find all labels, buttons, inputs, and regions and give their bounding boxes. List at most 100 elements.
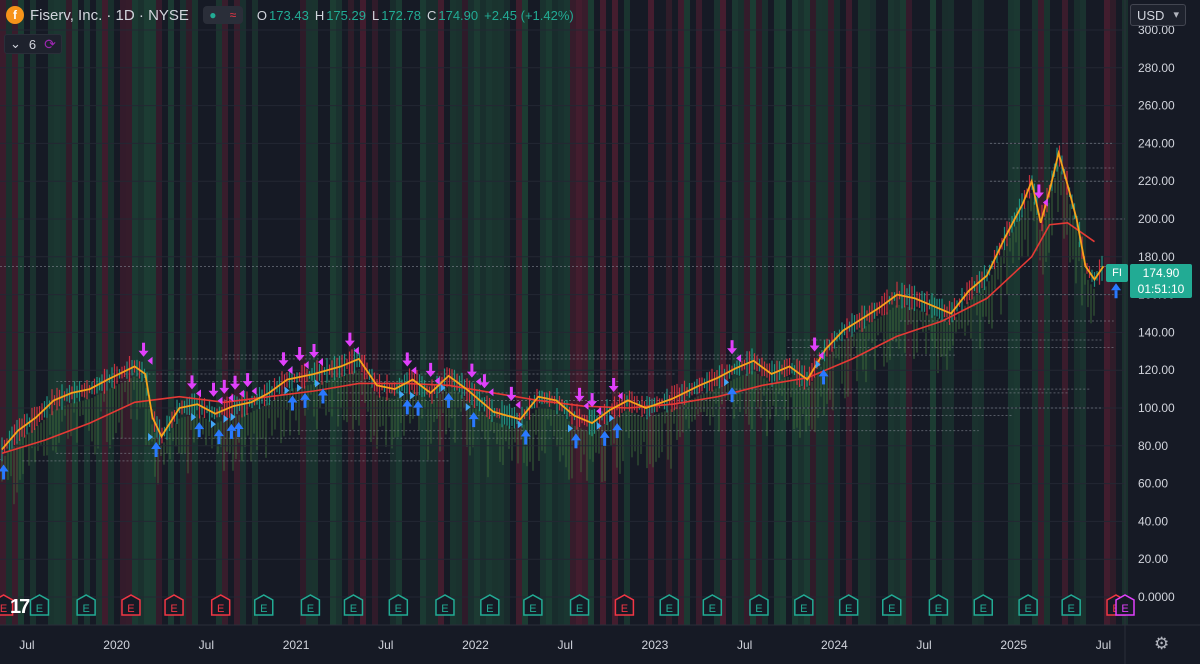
badge-shape [749,594,769,616]
badge-shape [480,594,500,616]
earnings-badge[interactable]: E [659,594,680,616]
indicators-toggle[interactable]: ⌄ 6 ⟳ [4,34,62,54]
arrow-head [413,400,424,408]
ohlc-readout: O 173.43 H 175.29 L 172.78 C 174.90 +2.45 (+… [257,8,578,23]
earnings-badge[interactable]: E [1018,594,1038,616]
arrow-shaft [470,363,474,373]
buy-arrow-icon [399,390,413,415]
arrow-shaft [574,440,578,449]
sell-arrow-icon [425,362,440,385]
sell-flag-icon [434,376,440,385]
color-band [180,0,186,625]
color-band [186,0,192,625]
badge-shape [164,594,184,616]
color-band [684,0,690,625]
color-band [54,0,60,625]
earnings-badge[interactable]: E [794,594,814,616]
arrow-head [242,381,253,388]
chevron-down-icon: ▾ [1173,9,1179,21]
badge-label: E [576,603,583,615]
buy-flag-icon [410,391,416,400]
earnings-badge[interactable]: E [928,594,949,616]
arrow-shaft [612,378,616,387]
earnings-badge[interactable]: E [749,594,769,616]
earnings-badge[interactable]: E [881,594,902,616]
earnings-badge[interactable]: E [702,594,723,616]
earnings-badge[interactable]: E [480,594,500,616]
price-axis[interactable]: 300.00 280.00 260.00 240.00 220.00 200.00 180.… [1138,23,1175,604]
color-band [456,0,462,625]
earnings-badge[interactable]: E [523,594,543,616]
earnings-badge[interactable]: E [164,594,184,616]
arrow-head [612,423,623,431]
badge-label: E [441,603,448,615]
market-open-dot-icon: ● [202,6,223,24]
arrow-shaft [615,430,619,439]
earnings-badge[interactable]: E [614,594,635,616]
arrow-head [479,382,490,389]
badge-shape [210,594,231,616]
color-band [564,0,570,625]
sell-arrow-icon [308,343,323,366]
sell-flag-icon [475,377,481,386]
sell-flag-icon [287,366,293,375]
earnings-badge[interactable]: E [973,594,994,616]
earnings-badge[interactable]: E [121,594,141,616]
earnings-badge[interactable]: E [210,594,231,616]
earnings-badge[interactable]: E [569,594,590,616]
market-status-pills[interactable]: ● ≈ [202,6,243,24]
arrow-head [468,412,479,420]
session-color-bands [0,0,1128,625]
badge-label: E [36,603,43,615]
color-band [432,0,438,625]
earnings-badge[interactable]: E [838,594,859,616]
sync-icon: ⟳ [44,35,56,52]
earnings-badge[interactable]: E [29,594,50,616]
color-band [624,0,630,625]
earnings-badge[interactable]: E [388,594,409,616]
sell-arrow-icon [242,373,257,396]
badge-label: E [395,603,402,615]
color-band [762,0,768,625]
buy-flag-icon [399,390,405,399]
sell-flag-icon [736,354,742,363]
earnings-badge[interactable]: E [1115,594,1135,616]
earnings-badge[interactable]: E [76,594,96,616]
tradingview-logo-icon[interactable]: 17 [10,596,30,618]
color-band [906,0,912,625]
earnings-badge[interactable]: E [1061,594,1081,616]
color-band [60,0,66,625]
symbol-title[interactable]: Fiserv, Inc. · 1D · NYSE [30,6,189,24]
buy-arrow-icon [596,421,610,446]
earnings-badge[interactable]: E [254,594,274,616]
arrow-head [317,388,328,396]
earnings-badges[interactable]: EEEEEEEEEEEEEEEEEEEEEEEEEEE [0,594,1135,616]
badge-label: E [621,603,628,615]
currency-selector[interactable]: USD ▾ [1130,4,1186,26]
sell-flag-icon [617,392,623,400]
earnings-badge[interactable]: E [343,594,364,616]
color-band [150,0,156,625]
earnings-badge[interactable]: E [435,594,455,616]
price-tick-label: 200.00 [1138,212,1175,226]
buy-flag-icon [596,421,602,430]
color-band [492,0,498,625]
symbol-price-tag: FI [1106,264,1128,282]
gear-icon[interactable]: ⚙ [1154,634,1170,653]
earnings-badge[interactable]: E [0,594,14,616]
low-label: L [371,7,380,23]
color-band [582,0,588,625]
buy-arrow-icon [567,424,581,449]
price-tick-label: 40.00 [1138,514,1168,528]
buy-arrow-icon [517,420,531,445]
earnings-badge[interactable]: E [300,594,321,616]
buy-arrow-icon [191,413,205,438]
sell-flag-icon [353,346,359,355]
color-band [888,0,894,625]
sell-flag-icon [596,407,602,416]
last-price-tag: 174.90 01:51:10 [1130,264,1192,298]
time-axis[interactable]: Jul 2020 Jul 2021 Jul 2022 Jul 2023 Jul 2024 Jul 20… [19,638,1111,652]
color-band [126,0,132,625]
color-band [1044,0,1050,625]
